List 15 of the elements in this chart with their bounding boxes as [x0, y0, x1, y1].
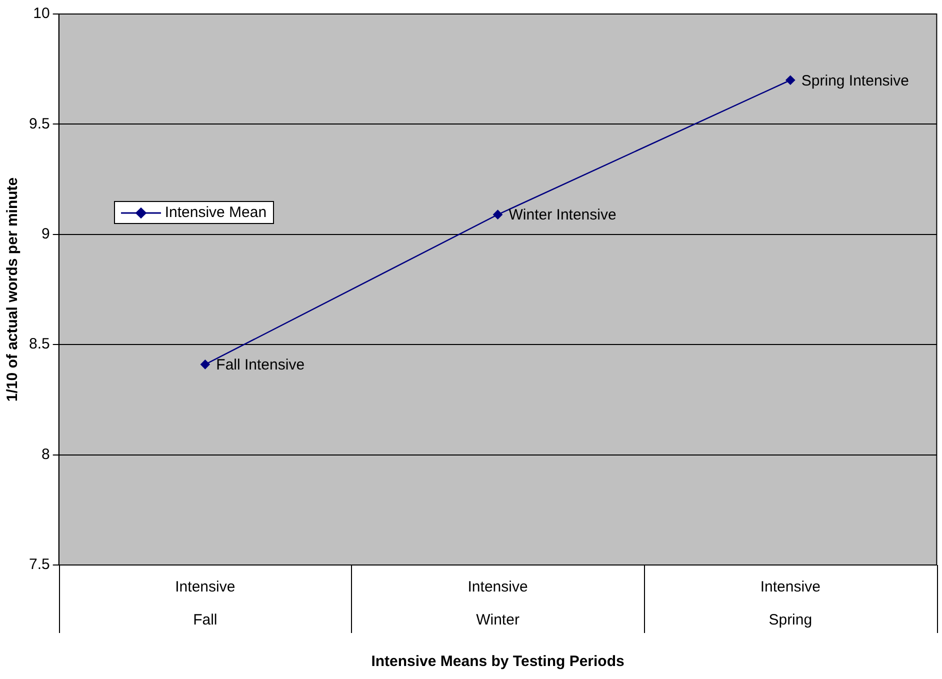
legend-label: Intensive Mean [164, 204, 267, 222]
x-tick-label: Intensive Spring [760, 578, 820, 629]
y-tick-label: 7.5 [28, 556, 50, 574]
y-tick-label: 8 [42, 446, 50, 463]
y-axis-title: 1/10 of actual words per minute [4, 177, 22, 402]
y-tick-label: 9.5 [28, 115, 50, 132]
x-tick-label: Intensive Winter [468, 578, 528, 629]
x-tick-label: Intensive Fall [175, 578, 236, 629]
annotation: Winter Intensive [508, 206, 616, 224]
annotation: Fall Intensive [216, 356, 305, 374]
y-tick-label: 8.5 [28, 336, 50, 353]
x-axis-title: Intensive Means by Testing Periods [371, 653, 624, 670]
y-tick-label: 10 [33, 5, 50, 22]
y-tick-label: 9 [42, 226, 50, 243]
annotation: Spring Intensive [801, 72, 909, 90]
